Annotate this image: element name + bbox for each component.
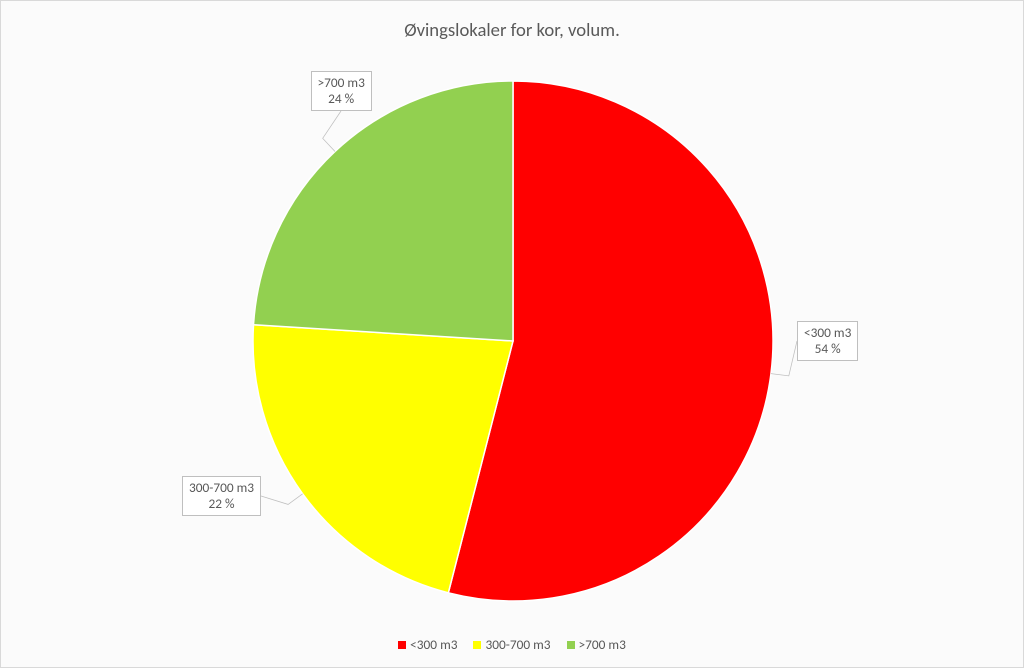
pie-slice-gt700 — [254, 81, 513, 341]
data-label-300-700-percent: 22 % — [189, 496, 254, 512]
legend: <300 m3 300-700 m3 >700 m3 — [1, 636, 1023, 653]
pie-svg — [1, 1, 1024, 668]
data-label-300-700: 300-700 m3 22 % — [182, 476, 261, 516]
data-label-lt300-name: <300 m3 — [804, 325, 851, 341]
legend-swatch-gt700 — [567, 641, 575, 649]
data-label-lt300-percent: 54 % — [804, 341, 851, 357]
data-label-300-700-name: 300-700 m3 — [189, 480, 254, 496]
data-label-gt700-name: >700 m3 — [318, 75, 365, 91]
leader-line-300_700 — [261, 494, 303, 505]
legend-item-lt300: <300 m3 — [398, 636, 457, 653]
legend-swatch-300-700 — [473, 641, 481, 649]
data-label-lt300: <300 m3 54 % — [797, 321, 858, 361]
legend-item-300-700: 300-700 m3 — [473, 636, 550, 653]
leader-line-lt300 — [771, 341, 797, 376]
data-label-gt700-percent: 24 % — [318, 91, 365, 107]
pie-chart-container: Øvingslokaler for kor, volum. <300 m3 54… — [0, 0, 1024, 668]
leader-line-gt700 — [323, 111, 341, 151]
legend-swatch-lt300 — [398, 641, 406, 649]
data-label-gt700: >700 m3 24 % — [311, 71, 372, 111]
legend-item-gt700: >700 m3 — [567, 636, 626, 653]
legend-label-gt700: >700 m3 — [579, 636, 626, 653]
legend-label-lt300: <300 m3 — [410, 636, 457, 653]
legend-label-300-700: 300-700 m3 — [485, 636, 550, 653]
